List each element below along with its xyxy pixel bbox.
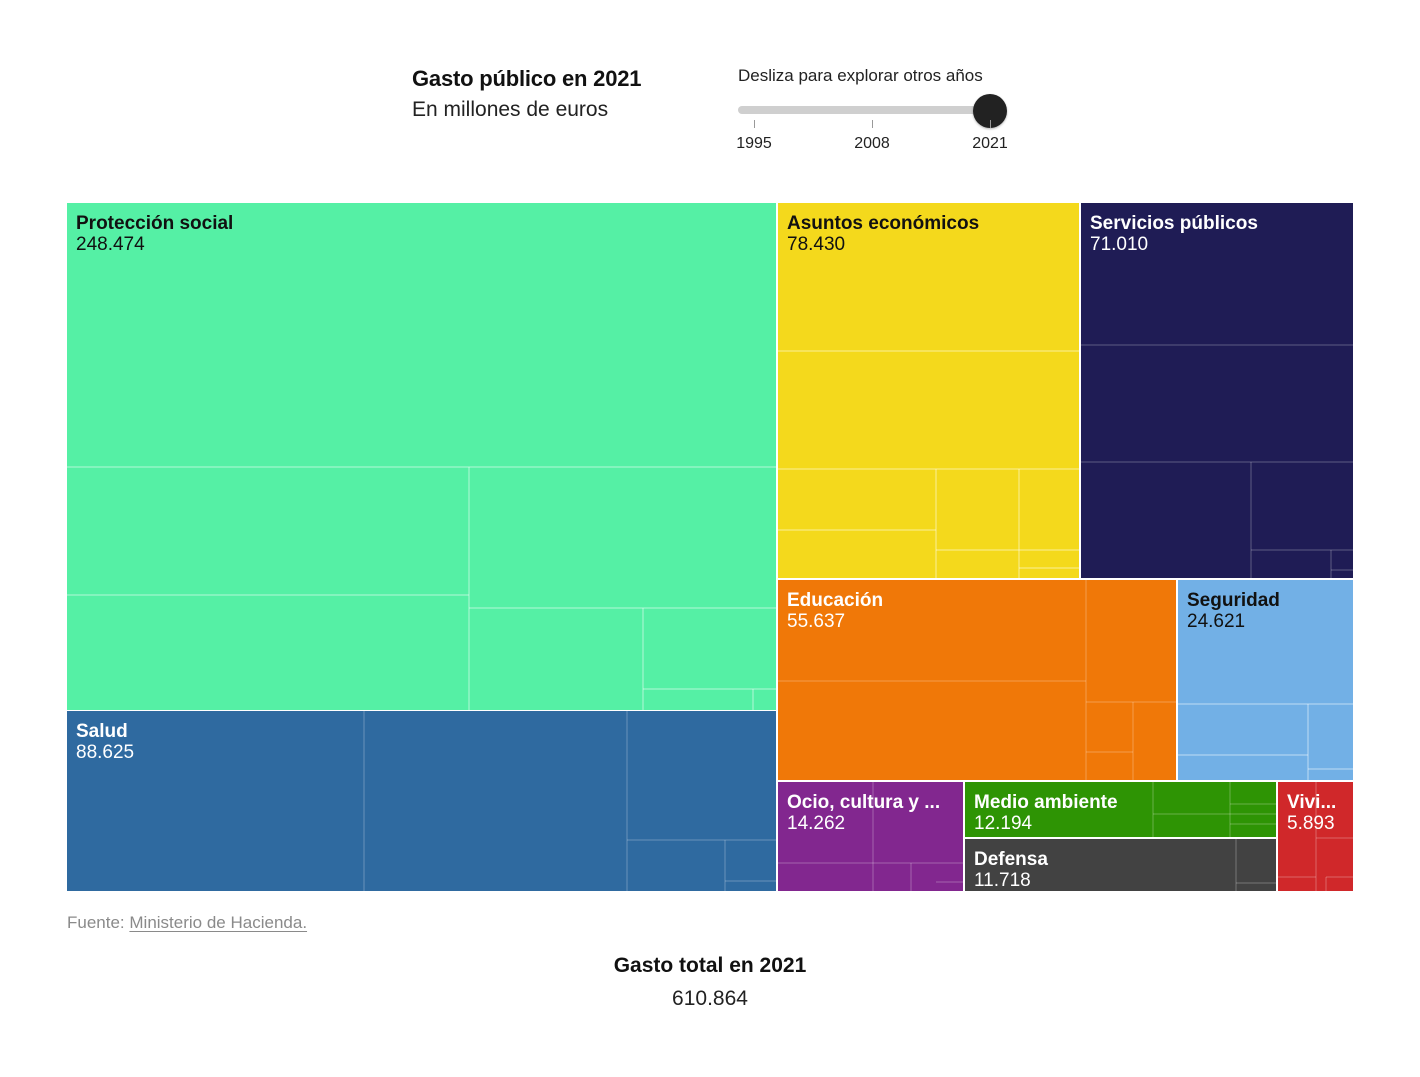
treemap-value-proteccion: 248.474 [76, 234, 145, 255]
treemap-rect-asuntos[interactable] [778, 203, 1079, 578]
slider-tick-mark [872, 120, 873, 128]
total-title: Gasto total en 2021 [613, 954, 807, 977]
source-prefix: Fuente: [67, 913, 125, 932]
treemap-label-seguridad: Seguridad [1187, 590, 1280, 611]
treemap-value-medio: 12.194 [974, 813, 1033, 834]
treemap-label-asuntos: Asuntos económicos [787, 213, 979, 234]
source-note: Fuente: Ministerio de Hacienda. [67, 913, 307, 933]
treemap-value-asuntos: 78.430 [787, 234, 845, 255]
treemap-rect-medio[interactable] [965, 782, 1276, 837]
treemap-value-seguridad: 24.621 [1187, 611, 1245, 632]
treemap-value-educacion: 55.637 [787, 611, 845, 632]
treemap-value-servicios: 71.010 [1090, 234, 1148, 255]
treemap-value-vivienda: 5.893 [1287, 813, 1335, 834]
slider-label: Desliza para explorar otros años [738, 66, 983, 85]
treemap-cell-vivienda[interactable]: Vivi...5.893 [1278, 782, 1353, 891]
chart-title: Gasto público en 2021 [412, 66, 642, 91]
total-value: 610.864 [672, 987, 748, 1010]
treemap-label-servicios: Servicios públicos [1090, 213, 1258, 234]
slider-tick-mark [754, 120, 755, 128]
treemap-rect-proteccion[interactable] [67, 203, 776, 710]
slider-tick-label: 2008 [854, 135, 890, 152]
treemap-label-vivienda: Vivi... [1287, 792, 1336, 813]
treemap-rect-vivienda[interactable] [1278, 782, 1353, 891]
treemap-label-educacion: Educación [787, 590, 883, 611]
source-link[interactable]: Ministerio de Hacienda. [129, 913, 308, 932]
treemap-label-medio: Medio ambiente [974, 792, 1118, 813]
year-slider-track[interactable] [738, 106, 990, 114]
treemap-value-ocio: 14.262 [787, 813, 845, 834]
treemap-rect-ocio[interactable] [778, 782, 963, 891]
treemap-label-ocio: Ocio, cultura y ... [787, 792, 940, 813]
treemap-rect-servicios[interactable] [1081, 203, 1353, 578]
treemap-rect-salud[interactable] [67, 711, 776, 891]
treemap-rect-defensa[interactable] [965, 839, 1276, 891]
treemap-rect-educacion[interactable] [778, 580, 1176, 780]
slider-tick-label: 1995 [736, 135, 772, 152]
treemap-cell-ocio[interactable]: Ocio, cultura y ...14.262 [778, 782, 963, 891]
slider-tick-label: 2021 [972, 135, 1008, 152]
treemap-label-proteccion: Protección social [76, 213, 233, 234]
chart-subtitle: En millones de euros [412, 98, 609, 121]
treemap-value-defensa: 11.718 [974, 870, 1031, 891]
treemap-value-salud: 88.625 [76, 742, 134, 763]
slider-tick-mark [990, 120, 991, 128]
treemap-rect-seguridad[interactable] [1178, 580, 1353, 780]
treemap-label-defensa: Defensa [974, 849, 1048, 870]
treemap-label-salud: Salud [76, 721, 128, 742]
